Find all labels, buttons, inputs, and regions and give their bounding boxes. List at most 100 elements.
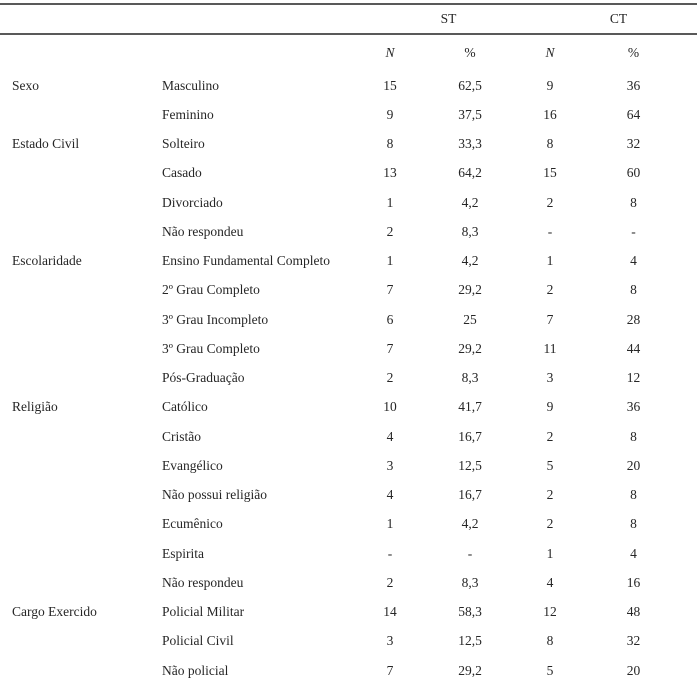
col-header-st-pct: % (464, 45, 476, 60)
st-pct-cell: - (467, 545, 473, 561)
table-row: Religião Católico 10 41,7 9 36 (0, 393, 697, 422)
table-row: Feminino 9 37,5 16 64 (0, 100, 697, 129)
ct-pct-cell: 8 (630, 282, 637, 298)
category-cell: Escolaridade (12, 253, 82, 269)
ct-pct-cell: 8 (630, 428, 637, 444)
st-pct-cell: 62,5 (458, 77, 482, 93)
demographics-table: ST CT N % N % Sexo Masculino 15 62,5 9 3… (0, 3, 697, 685)
ct-pct-cell: 4 (630, 253, 637, 269)
category-cell (0, 451, 150, 480)
subcategory-cell: Não possui religião (162, 487, 267, 503)
subcategory-cell: Solteiro (162, 136, 205, 152)
subcategory-cell: Feminino (162, 106, 214, 122)
ct-pct-cell: 44 (626, 340, 641, 356)
ct-n-cell: 1 (546, 545, 554, 561)
st-n-cell: 10 (383, 399, 397, 415)
table-row: Divorciado 1 4,2 2 8 (0, 188, 697, 217)
table-row: Policial Civil 3 12,5 8 32 (0, 627, 697, 656)
sub-header-spacer-category (0, 34, 150, 71)
subcategory-cell: Ecumênico (162, 516, 223, 532)
st-pct-cell: 16,7 (458, 487, 482, 503)
ct-pct-cell: 36 (626, 77, 641, 93)
category-cell (0, 539, 150, 568)
st-n-cell: 4 (386, 487, 394, 503)
subcategory-cell: Espirita (162, 545, 204, 561)
category-cell (0, 276, 150, 305)
subcategory-cell: Católico (162, 399, 208, 415)
ct-n-cell: 8 (546, 136, 554, 152)
st-n-cell: 7 (386, 340, 394, 356)
category-cell (0, 305, 150, 334)
ct-pct-cell: 12 (626, 370, 641, 386)
ct-pct-cell: 8 (630, 516, 637, 532)
st-n-cell: 2 (386, 574, 394, 590)
sub-header-row: N % N % (0, 34, 697, 71)
group-header-spacer (0, 3, 350, 35)
st-pct-cell: 41,7 (458, 399, 482, 415)
st-pct-cell: 8,3 (461, 370, 479, 386)
col-header-ct-n: N (545, 45, 555, 60)
st-pct-cell: 4,2 (461, 253, 479, 269)
ct-n-cell: 11 (543, 340, 557, 356)
category-cell: Cargo Exercido (12, 604, 97, 620)
table-row: Estado Civil Solteiro 8 33,3 8 32 (0, 130, 697, 159)
table-row: 3º Grau Completo 7 29,2 11 44 (0, 334, 697, 363)
category-cell (0, 100, 150, 129)
category-cell (0, 510, 150, 539)
st-pct-cell: 58,3 (458, 604, 482, 620)
table-row: Não respondeu 2 8,3 - - (0, 217, 697, 246)
category-cell (0, 481, 150, 510)
category-cell (0, 364, 150, 393)
ct-pct-cell: 48 (626, 604, 641, 620)
category-cell (0, 422, 150, 451)
category-cell (0, 159, 150, 188)
st-pct-cell: 64,2 (458, 165, 482, 181)
ct-n-cell: 8 (546, 633, 554, 649)
st-n-cell: 7 (386, 282, 394, 298)
st-n-cell: 4 (386, 428, 394, 444)
category-cell (0, 188, 150, 217)
st-n-cell: 2 (386, 370, 394, 386)
st-n-cell: - (387, 545, 393, 561)
subcategory-cell: Divorciado (162, 194, 223, 210)
subcategory-cell: Casado (162, 165, 202, 181)
st-n-cell: 9 (386, 106, 394, 122)
st-pct-cell: 29,2 (458, 340, 482, 356)
st-pct-cell: 25 (463, 311, 477, 327)
table-row: Casado 13 64,2 15 60 (0, 159, 697, 188)
table-row: Sexo Masculino 15 62,5 9 36 (0, 71, 697, 100)
st-pct-cell: 29,2 (458, 662, 482, 678)
st-n-cell: 14 (383, 604, 397, 620)
category-cell (0, 627, 150, 656)
st-n-cell: 1 (386, 516, 394, 532)
table-row: 2º Grau Completo 7 29,2 2 8 (0, 276, 697, 305)
ct-n-cell: 7 (546, 311, 554, 327)
st-n-cell: 7 (386, 662, 394, 678)
group-header-row: ST CT (0, 3, 697, 35)
subcategory-cell: Pós-Graduação (162, 370, 245, 386)
ct-pct-cell: 20 (626, 662, 641, 678)
group-header-st: ST (350, 3, 511, 35)
ct-pct-cell: 8 (630, 194, 637, 210)
ct-n-cell: 2 (546, 487, 554, 503)
ct-n-cell: - (547, 223, 553, 239)
st-pct-cell: 29,2 (458, 282, 482, 298)
ct-n-cell: 2 (546, 194, 554, 210)
ct-pct-cell: 4 (630, 545, 637, 561)
subcategory-cell: 3º Grau Incompleto (162, 311, 269, 327)
group-header-ct: CT (510, 3, 697, 35)
st-pct-cell: 16,7 (458, 428, 482, 444)
st-n-cell: 3 (386, 633, 394, 649)
table-row: Cargo Exercido Policial Militar 14 58,3 … (0, 598, 697, 627)
subcategory-cell: Cristão (162, 428, 201, 444)
st-pct-cell: 12,5 (458, 457, 482, 473)
subcategory-cell: 3º Grau Completo (162, 340, 260, 356)
st-pct-cell: 8,3 (461, 574, 479, 590)
st-pct-cell: 12,5 (458, 633, 482, 649)
ct-pct-cell: 8 (630, 487, 637, 503)
ct-pct-cell: 36 (626, 399, 641, 415)
ct-n-cell: 9 (546, 77, 554, 93)
ct-n-cell: 1 (546, 253, 554, 269)
table-body: Sexo Masculino 15 62,5 9 36 Feminino 9 3… (0, 71, 697, 685)
